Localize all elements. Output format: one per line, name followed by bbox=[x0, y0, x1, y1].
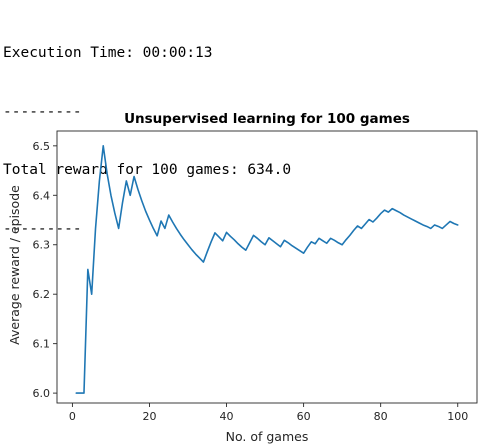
x-tick-label: 40 bbox=[220, 410, 234, 423]
y-tick-label: 6.1 bbox=[33, 338, 51, 351]
x-tick-label: 100 bbox=[447, 410, 468, 423]
y-tick-label: 6.3 bbox=[33, 239, 51, 252]
x-tick-label: 80 bbox=[374, 410, 388, 423]
y-axis-label: Average reward / episode bbox=[7, 185, 22, 345]
x-tick-label: 60 bbox=[297, 410, 311, 423]
y-tick-label: 6.5 bbox=[33, 140, 51, 153]
y-tick-label: 6.4 bbox=[33, 189, 51, 202]
chart-title: Unsupervised learning for 100 games bbox=[124, 111, 410, 127]
plot-frame bbox=[57, 131, 477, 403]
y-tick-label: 6.2 bbox=[33, 288, 51, 301]
y-tick-label: 6.0 bbox=[33, 387, 51, 400]
x-axis-label: No. of games bbox=[226, 429, 309, 444]
x-tick-label: 20 bbox=[142, 410, 156, 423]
series-line bbox=[76, 146, 457, 393]
x-tick-label: 0 bbox=[69, 410, 76, 423]
